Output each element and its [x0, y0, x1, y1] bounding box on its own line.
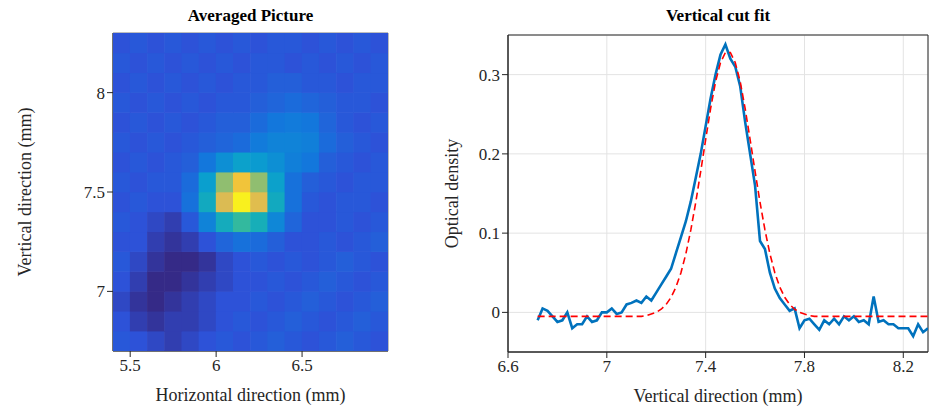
- svg-text:0.3: 0.3: [479, 66, 500, 85]
- svg-text:6.6: 6.6: [497, 357, 518, 376]
- svg-text:7.5: 7.5: [84, 183, 105, 202]
- svg-text:0.1: 0.1: [479, 224, 500, 243]
- svg-text:Optical density: Optical density: [442, 139, 462, 248]
- svg-text:7.4: 7.4: [695, 357, 717, 376]
- svg-text:6: 6: [212, 356, 221, 375]
- svg-text:Vertical direction (mm): Vertical direction (mm): [634, 386, 803, 407]
- svg-text:6.5: 6.5: [291, 356, 312, 375]
- svg-text:7: 7: [603, 357, 612, 376]
- svg-text:Vertical direction (mm): Vertical direction (mm): [15, 108, 36, 277]
- svg-text:5.5: 5.5: [120, 356, 141, 375]
- svg-text:Horizontal direction (mm): Horizontal direction (mm): [156, 385, 346, 406]
- svg-text:0: 0: [492, 303, 501, 322]
- svg-text:0.2: 0.2: [479, 145, 500, 164]
- html-text:Averaged Picture: Averaged Picture: [187, 6, 314, 25]
- html-text:Vertical cut fit: Vertical cut fit: [665, 6, 771, 25]
- svg-text:8: 8: [97, 84, 106, 103]
- svg-text:7: 7: [97, 282, 106, 301]
- svg-text:8.2: 8.2: [893, 357, 914, 376]
- svg-text:7.8: 7.8: [794, 357, 815, 376]
